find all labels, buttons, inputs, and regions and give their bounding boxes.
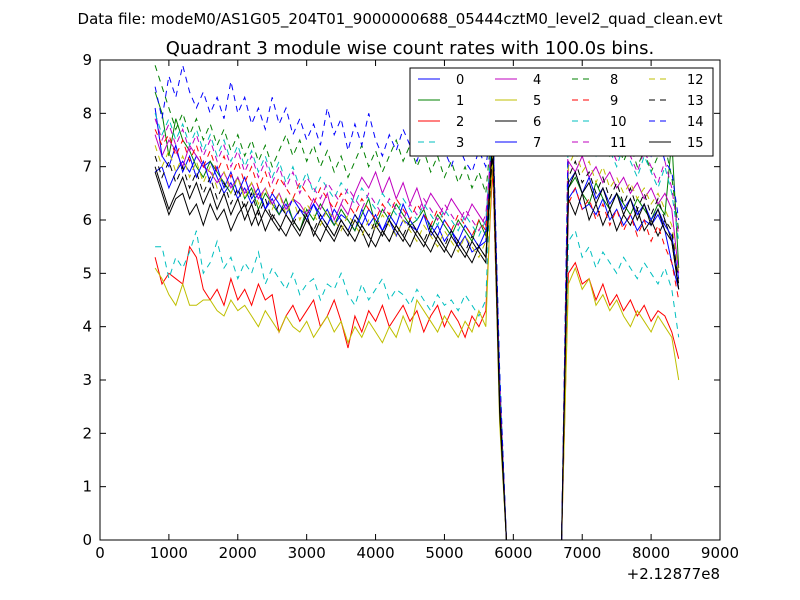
legend-label-2: 2 (456, 115, 464, 130)
legend-label-9: 9 (610, 94, 618, 109)
legend-label-0: 0 (456, 73, 464, 88)
legend-label-11: 11 (610, 136, 627, 151)
series-line-12 (154, 145, 680, 541)
x-tick-label: 8000 (632, 544, 670, 562)
x-tick-label: 2000 (219, 544, 257, 562)
y-tick-label: 1 (82, 478, 92, 496)
legend-box (409, 67, 714, 157)
series-line-15 (154, 134, 680, 541)
x-tick-label: 4000 (356, 544, 394, 562)
series-line-3 (155, 123, 680, 541)
legend-label-5: 5 (533, 94, 541, 109)
x-tick-label: 0 (95, 544, 105, 562)
legend-label-13: 13 (687, 94, 704, 109)
suptitle: Data file: modeM0/AS1G05_204T01_90000006… (78, 10, 723, 29)
x-tick-label: 6000 (494, 544, 532, 562)
x-tick-label: 9000 (701, 544, 739, 562)
series-line-1 (154, 91, 680, 541)
legend-label-3: 3 (456, 136, 464, 151)
legend-label-1: 1 (456, 94, 464, 109)
series-line-4 (154, 118, 680, 541)
chart-title: Quadrant 3 module wise count rates with … (166, 38, 655, 59)
axes-layer: 0 1000 2000 3000 4000 5000 6000 7000 8000 9000012… (82, 51, 739, 562)
x-tick-label: 7000 (563, 544, 601, 562)
series-line-13 (154, 150, 680, 541)
plot-frame (99, 59, 721, 541)
y-tick-label: 0 (82, 531, 92, 549)
legend-label-7: 7 (533, 136, 541, 151)
legend-label-4: 4 (533, 73, 541, 88)
y-tick-label: 8 (82, 104, 92, 122)
y-tick-label: 2 (82, 424, 92, 442)
y-tick-label: 9 (82, 51, 92, 69)
x-tick-label: 3000 (288, 544, 326, 562)
legend-label-14: 14 (687, 115, 704, 130)
legend-label-6: 6 (533, 115, 541, 130)
legend-label-10: 10 (610, 115, 627, 130)
y-tick-label: 7 (82, 158, 92, 176)
y-tick-label: 5 (82, 264, 92, 282)
series-line-2 (154, 166, 680, 541)
series-line-5 (154, 150, 680, 541)
legend-label-12: 12 (687, 73, 704, 88)
series-line-6 (154, 145, 680, 541)
x-tick-label: 1000 (150, 544, 188, 562)
x-offset-label: +2.12877e8 (627, 565, 720, 583)
y-tick-label: 3 (82, 371, 92, 389)
x-tick-label: 5000 (425, 544, 463, 562)
y-tick-label: 6 (82, 211, 92, 229)
y-tick-label: 4 (82, 318, 92, 336)
series-line-9 (154, 129, 680, 541)
legend-label-8: 8 (610, 73, 618, 88)
legend-label-15: 15 (687, 136, 704, 151)
